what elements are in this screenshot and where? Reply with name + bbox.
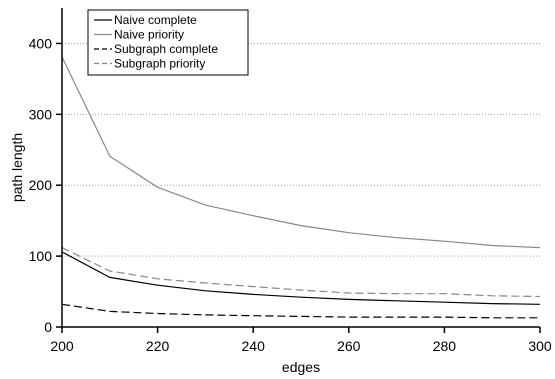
y-tick-label-300: 300 xyxy=(29,106,53,122)
y-tick-label-200: 200 xyxy=(29,177,53,193)
x-axis-label: edges xyxy=(282,359,320,375)
legend-box xyxy=(87,9,249,76)
x-tick-label-220: 220 xyxy=(146,338,170,354)
series-line-3 xyxy=(61,303,540,319)
x-tick-label-260: 260 xyxy=(337,338,361,354)
y-axis-label: path length xyxy=(9,133,25,202)
axes xyxy=(61,8,540,328)
x-tick-label-280: 280 xyxy=(433,338,457,354)
x-tick-label-300: 300 xyxy=(528,338,552,354)
legend-label-2: Naive priority xyxy=(114,28,184,42)
series-line-1 xyxy=(61,251,541,305)
y-tick-label-400: 400 xyxy=(29,35,53,51)
legend-label-3: Subgraph complete xyxy=(114,42,218,56)
y-tick-label-100: 100 xyxy=(29,248,53,264)
series-line-2 xyxy=(61,56,541,249)
series-line-4 xyxy=(61,247,541,298)
legend-label-1: Naive complete xyxy=(114,13,197,27)
x-tick-label-240: 240 xyxy=(242,338,266,354)
y-tick-label-0: 0 xyxy=(44,319,52,335)
series-lines xyxy=(61,56,541,319)
legend-label-4: Subgraph priority xyxy=(114,57,205,71)
x-tick-label-200: 200 xyxy=(50,338,74,354)
ticks: 0 100 200 300 400 200 220 240 260 280 300 xyxy=(29,35,552,354)
